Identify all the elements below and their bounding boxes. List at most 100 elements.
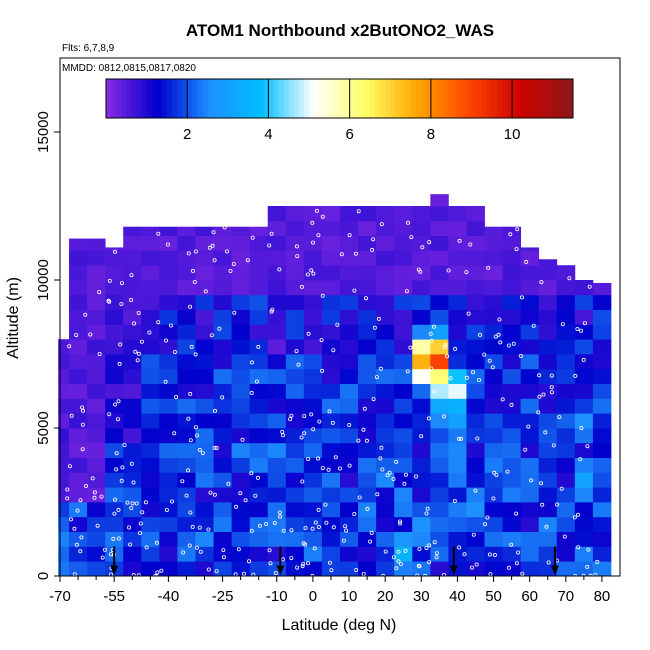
sample-point [193,352,198,357]
heatmap-cell [195,294,214,310]
heatmap-cell [430,324,449,340]
heatmap-cell [376,428,395,444]
sample-point [88,332,93,337]
heatmap-cell [141,502,160,518]
heatmap-cell [394,250,413,266]
heatmap-cell [466,428,485,444]
heatmap-cell [592,282,612,296]
sample-point [320,214,325,219]
heatmap-cell [376,442,395,458]
heatmap-cell [574,516,594,532]
heatmap-cell [340,428,359,444]
heatmap-cell [213,383,233,399]
sample-point [487,552,492,557]
sample-point [549,385,554,390]
heatmap-cell [430,280,449,296]
colorbar-segment [161,79,168,118]
heatmap-cell [574,309,594,325]
heatmap-cell [502,398,522,414]
sample-point [539,280,544,285]
heatmap-cell [340,531,359,547]
sample-point [519,295,524,300]
sample-point [257,523,262,528]
heatmap-cell [177,235,196,251]
sample-point [347,422,352,427]
heatmap-cell [340,280,359,296]
heatmap-cell [141,516,160,532]
heatmap-cell [484,294,503,310]
sample-point [405,220,410,225]
heatmap-cell [340,354,359,370]
sample-point [310,240,315,245]
sample-point [100,555,105,560]
sample-point [486,265,491,270]
x-tick-label: -40 [158,588,180,605]
x-tick-label: -25 [212,588,234,605]
heatmap-cell [87,487,106,503]
heatmap-cell [502,516,522,532]
heatmap-cell [123,383,142,399]
heatmap-cell [249,339,269,355]
colorbar-segment [517,79,523,118]
heatmap-cell [123,413,142,429]
heatmap-cell [412,294,431,310]
heatmap-cell [195,226,214,236]
heatmap-cell [177,487,196,503]
heatmap-cell [520,398,540,414]
heatmap-cell [394,383,413,399]
heatmap-cell [177,442,196,458]
sample-point [232,310,237,315]
colorbar-segment [187,79,193,118]
sample-point [78,549,83,554]
heatmap-cell [394,516,413,532]
heatmap-cell [520,383,540,399]
colorbar-segment [532,79,538,118]
sample-point [427,543,432,548]
sample-point [243,498,248,503]
heatmap-cell [430,235,449,251]
heatmap-cell [231,339,251,355]
heatmap-cell [592,398,612,414]
sample-point [379,222,384,227]
heatmap-cell [412,324,431,340]
heatmap-cell [376,487,395,503]
heatmap-cell [69,457,88,473]
heatmap-cell [592,324,612,340]
sample-point [424,546,429,551]
heatmap-cell [285,354,305,370]
x-tick-label: 50 [485,588,502,605]
heatmap-cell [502,442,522,458]
sample-point [427,240,432,245]
heatmap-cell [87,472,106,488]
heatmap-cell [87,383,106,399]
heatmap-cell [412,339,431,355]
sample-point [347,463,352,468]
heatmap-cell [123,398,142,414]
sample-point [314,208,319,213]
heatmap-cell [159,457,178,473]
heatmap-cell [538,368,558,384]
heatmap-cell [141,487,160,503]
heatmap-cell [123,428,142,444]
heatmap-cell [484,265,503,281]
heatmap-cell [105,487,124,503]
heatmap-cell [321,383,341,399]
heatmap-cell [123,354,142,370]
heatmap-cell [249,226,269,236]
heatmap-cell [195,309,214,325]
sample-point [385,473,390,478]
heatmap-cell [556,398,576,414]
sample-point [164,507,169,512]
heatmap-cell [267,428,287,444]
sample-point [212,445,217,450]
heatmap-cell [592,487,612,503]
heatmap-cell [412,354,431,370]
sample-point [194,433,199,438]
heatmap-cell [340,250,359,266]
sample-point [536,410,541,415]
heatmap-cell [159,413,178,429]
colorbar: 2 4 6 8 10 [105,78,574,143]
sample-point [485,515,490,520]
heatmap-cell [358,206,377,222]
heatmap-cell [159,487,178,503]
